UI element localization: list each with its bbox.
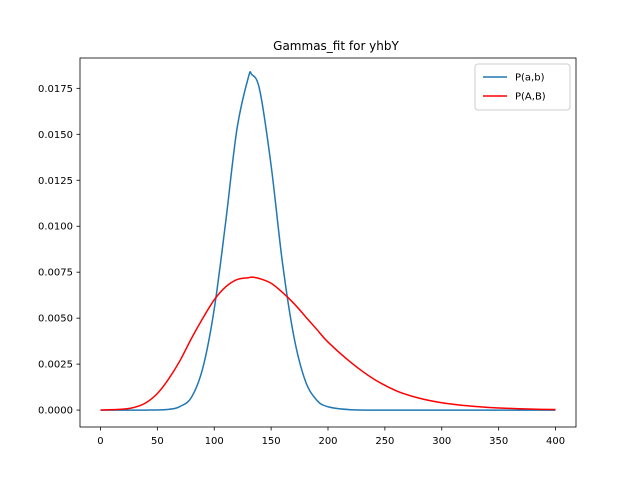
series-layer (100, 70, 556, 411)
series-line-0 (100, 70, 556, 411)
y-tick-label: 0.0000 (38, 406, 73, 417)
y-tick-label: 0.0050 (38, 314, 73, 325)
x-tick-label: 150 (262, 436, 281, 447)
legend-label: P(a,b) (515, 73, 545, 84)
y-tick-label: 0.0025 (38, 360, 73, 371)
x-tick-label: 250 (375, 436, 394, 447)
x-tick-label: 350 (489, 436, 508, 447)
x-tick-label: 100 (205, 436, 224, 447)
y-tick-label: 0.0075 (38, 268, 73, 279)
x-tick-label: 200 (318, 436, 337, 447)
y-tick-label: 0.0150 (38, 130, 73, 141)
plot-area (79, 57, 577, 428)
y-tick-label: 0.0100 (38, 222, 73, 233)
legend: P(a,b) P(A,B) (474, 63, 571, 111)
series-line-1 (100, 276, 556, 411)
x-tick-label: 50 (151, 436, 164, 447)
x-tick-label: 400 (546, 436, 565, 447)
y-tick-label: 0.0175 (38, 84, 73, 95)
y-tick-label: 0.0125 (38, 176, 73, 187)
x-axis: 0 50 100 150 200 250 300 350 400 (97, 427, 565, 447)
plot-frame (79, 57, 577, 428)
legend-label: P(A,B) (515, 92, 546, 103)
x-tick-label: 300 (432, 436, 451, 447)
chart-title: Gammas_fit for yhbY (273, 39, 399, 53)
y-axis: 0.0000 0.0025 0.0050 0.0075 0.0100 0.0125 0.01… (38, 84, 80, 417)
x-tick-label: 0 (97, 436, 103, 447)
legend-box (474, 63, 571, 111)
